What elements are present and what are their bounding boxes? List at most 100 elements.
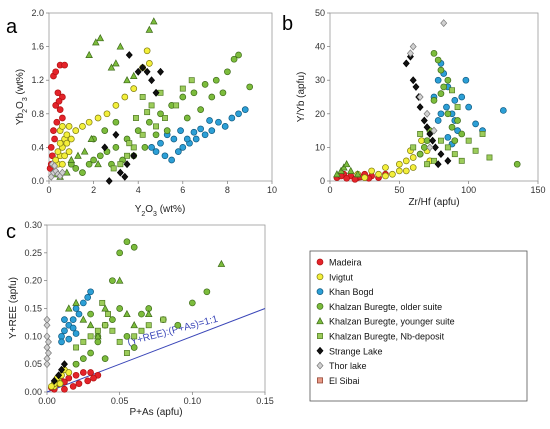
data-point-strange_lake: [402, 59, 410, 68]
data-point-khan_bogd: [69, 316, 77, 323]
data-point-kb_nb: [153, 123, 159, 130]
data-point-strange_lake: [60, 360, 68, 369]
data-point-thor_lake: [43, 315, 51, 324]
legend-label-kb_older: Khalzan Buregte, older suite: [329, 302, 442, 312]
data-point-kb_nb: [80, 338, 87, 345]
data-point-khan_bogd: [221, 123, 229, 130]
data-point-thor_lake: [430, 126, 438, 135]
y-tick-label: 0.05: [24, 359, 42, 369]
data-point-kb_nb: [179, 85, 186, 92]
data-point-ivigtut: [65, 123, 73, 130]
data-point-kb_nb: [123, 350, 130, 356]
data-point-strange_lake: [416, 103, 424, 112]
x-tick-label: 0.10: [184, 396, 202, 406]
data-point-khan_bogd: [499, 107, 507, 114]
data-point-kb_older: [201, 81, 209, 88]
data-point-ivigtut: [94, 114, 102, 122]
data-point-kb_younger: [340, 163, 348, 171]
data-point-khan_bogd: [434, 76, 442, 84]
data-point-thor_lake: [44, 337, 52, 346]
data-point-strange_lake: [116, 168, 124, 177]
data-point-madeira: [61, 61, 68, 69]
data-point-kb_older: [235, 51, 242, 59]
y-tick-label: 2.0: [31, 8, 44, 18]
data-point-kb_younger: [130, 321, 138, 329]
legend-label-kb_younger: Khalzan Buregte, younger suite: [329, 317, 455, 327]
one-to-one-line: [46, 308, 266, 393]
data-point-kb_older: [444, 76, 452, 84]
panel-letter-c: c: [6, 221, 16, 243]
data-point-khan_bogd: [443, 103, 450, 111]
data-point-kb_nb: [451, 151, 458, 158]
data-point-kb_nb: [105, 311, 111, 318]
data-point-ivigtut: [79, 123, 86, 130]
data-point-ivigtut: [65, 369, 73, 376]
data-point-kb_nb: [110, 165, 117, 172]
data-point-ivigtut: [65, 148, 73, 155]
data-point-khan_bogd: [179, 144, 187, 151]
data-point-khan_bogd: [174, 148, 182, 155]
data-point-kb_older: [134, 127, 142, 134]
data-point-kb_nb: [160, 316, 167, 323]
data-point-madeira: [75, 380, 83, 387]
data-point-strange_lake: [125, 51, 133, 59]
data-point-kb_older: [448, 123, 456, 131]
data-point-khan_bogd: [58, 338, 65, 346]
data-point-madeira: [65, 374, 73, 382]
data-point-kb_older: [101, 355, 109, 362]
data-point-kb_older: [454, 117, 461, 124]
data-point-kb_older: [179, 93, 187, 101]
data-point-ivigtut: [48, 383, 55, 390]
data-point-kb_nb: [139, 94, 146, 100]
legend-marker-kb_younger: [316, 317, 324, 325]
data-point-khan_bogd: [444, 133, 452, 141]
data-point-khan_bogd: [183, 135, 191, 143]
data-point-madeira: [90, 374, 97, 382]
data-point-kb_nb: [173, 102, 180, 109]
data-point-khan_bogd: [152, 148, 160, 155]
data-point-ivigtut: [56, 380, 64, 387]
data-point-kb_younger: [107, 63, 116, 71]
panel-a-xlabel: Y2O3 (wt%): [135, 204, 186, 218]
data-point-kb_older: [430, 49, 438, 57]
legend-frame: [309, 250, 528, 402]
data-point-ivigtut: [368, 167, 375, 175]
data-point-ivigtut: [121, 93, 129, 101]
data-point-strange_lake: [429, 136, 437, 145]
data-point-kb_older: [208, 93, 216, 101]
legend-marker-madeira: [316, 258, 324, 266]
x-tick-label: 4: [136, 185, 141, 195]
data-point-madeira: [53, 118, 61, 126]
data-point-thor_lake: [406, 49, 414, 58]
data-point-kb_nb: [116, 338, 123, 345]
legend-label-thor_lake: Thor lake: [329, 361, 367, 371]
data-point-kb_older: [87, 349, 94, 357]
data-point-ivigtut: [67, 135, 75, 143]
data-point-strange_lake: [55, 371, 63, 380]
data-point-khan_bogd: [69, 324, 77, 332]
panel-a-ylabel: Yb2O3 (wt%): [15, 69, 29, 125]
legend-marker-kb_nb: [317, 333, 323, 339]
data-point-kb_older: [146, 118, 153, 126]
legend: Madeira Ivigtut Khan Bogd Khalzan Buregte, …: [309, 250, 528, 402]
data-point-kb_older: [141, 144, 149, 151]
data-point-khan_bogd: [61, 316, 68, 323]
data-point-kb_older: [157, 110, 164, 118]
data-point-kb_younger: [65, 304, 73, 312]
data-point-kb_younger: [115, 276, 124, 284]
data-point-kb_older: [109, 316, 116, 323]
data-point-strange_lake: [143, 67, 151, 76]
data-point-ivigtut: [103, 110, 111, 118]
legend-marker-kb_older: [316, 303, 324, 310]
data-point-kb_older: [444, 110, 452, 118]
data-point-kb_nb: [138, 327, 145, 334]
data-point-ivigtut: [63, 139, 71, 147]
data-point-kb_younger: [67, 155, 76, 163]
data-point-khan_bogd: [87, 288, 94, 296]
data-point-kb_older: [72, 165, 80, 172]
legend-label-madeira: Madeira: [329, 258, 362, 268]
data-point-strange_lake: [412, 82, 420, 91]
data-point-khan_bogd: [197, 125, 204, 133]
data-point-ivigtut: [418, 137, 425, 145]
